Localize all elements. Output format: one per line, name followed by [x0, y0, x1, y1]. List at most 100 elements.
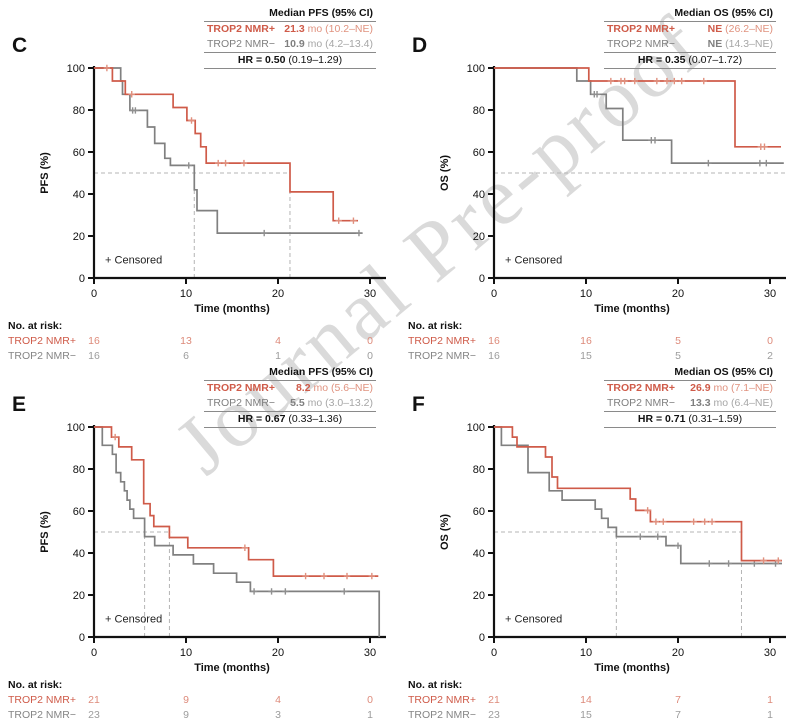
km-plot-d: 0 20 40 60 80 100 0 10 20 30 Time (months) OS (%) + …: [439, 63, 787, 315]
series-name: TROP2 NMR+: [207, 23, 275, 35]
x-tick-label: 20: [272, 288, 284, 300]
censor-mark-gray: [705, 159, 712, 167]
censor-mark-red: [241, 544, 249, 551]
y-tick-label: 80: [73, 464, 85, 476]
series-median: 13.3 mo (6.4–NE): [690, 397, 773, 409]
km-curve-gray: [94, 67, 363, 234]
axes: [92, 425, 386, 639]
x-tick-label: 20: [272, 647, 284, 659]
at-risk-row-nmr-pos: TROP2 NMR+ 16 16 5 0: [408, 335, 773, 347]
series-name: TROP2 NMR−: [207, 38, 275, 50]
censor-mark-red: [222, 159, 229, 167]
panel-d: D Median OS (95% CI) TROP2 NMR+ NE (26.2…: [400, 0, 800, 362]
censor-mark-red: [302, 572, 309, 580]
series-median: 10.9 mo (4.2–13.4): [284, 38, 373, 50]
censor-mark-gray: [268, 588, 275, 595]
x-axis-label: Time (months): [194, 662, 270, 674]
censor-mark-gray: [132, 107, 139, 114]
censor-mark-red: [700, 77, 707, 85]
x-tick-label: 0: [91, 647, 97, 659]
km-plot-c: 0 20 40 60 80 100 0 10 20 30 Time (months) PFS (%) +…: [39, 63, 386, 315]
at-risk-row-nmr-neg: TROP2 NMR− 16 6 1 0: [8, 350, 373, 362]
y-tick-label: 60: [73, 147, 85, 159]
hazard-ratio: HR = 0.71 (0.31–1.59): [604, 412, 776, 428]
series-median: NE (14.3–NE): [707, 38, 773, 50]
y-axis-label: OS (%): [439, 155, 451, 191]
censor-mark-red: [678, 77, 685, 85]
at-risk-header: No. at risk:: [8, 320, 63, 332]
x-tick-label: 0: [91, 288, 97, 300]
censor-mark-gray: [282, 588, 289, 595]
y-tick-label: 20: [73, 590, 85, 602]
censor-mark-red: [621, 77, 628, 85]
at-risk-header: No. at risk:: [408, 320, 463, 332]
censor-mark-red: [652, 518, 660, 525]
x-axis-label: Time (months): [594, 662, 670, 674]
y-tick-label: 20: [473, 590, 485, 602]
censor-mark-red: [690, 518, 697, 525]
y-tick-label: 60: [473, 506, 485, 518]
hazard-ratio: HR = 0.35 (0.07–1.72): [604, 53, 776, 69]
x-tick-label: 30: [364, 647, 376, 659]
at-risk-row-nmr-neg: TROP2 NMR− 16 15 5 2: [408, 350, 773, 362]
panel-c: C Median PFS (95% CI) TROP2 NMR+ 21.3 mo…: [0, 0, 400, 362]
hazard-ratio: HR = 0.50 (0.19–1.29): [204, 53, 376, 69]
censor-mark-gray: [355, 229, 363, 237]
km-curve-red: [94, 67, 358, 222]
censor-mark-red: [111, 433, 119, 441]
y-tick-label: 40: [473, 548, 485, 560]
panel-letter: C: [12, 34, 28, 57]
legend-title: Median OS (95% CI): [604, 365, 776, 381]
censor-mark-red: [644, 507, 651, 514]
x-tick-label: 10: [580, 647, 592, 659]
km-plot-f: 0 20 40 60 80 100 0 10 20 30 Time (months) OS (%) + …: [439, 422, 786, 674]
censor-mark-red: [128, 91, 135, 98]
panel-e: E Median PFS (95% CI) TROP2 NMR+ 8.2 mo …: [0, 359, 400, 719]
legend-box: Median PFS (95% CI) TROP2 NMR+ 21.3 mo (…: [204, 6, 376, 69]
y-tick-label: 40: [473, 189, 485, 201]
x-axis-label: Time (months): [194, 303, 270, 315]
hazard-ratio: HR = 0.67 (0.33–1.36): [204, 412, 376, 428]
x-tick-label: 10: [180, 288, 192, 300]
censor-mark-red: [671, 77, 678, 85]
at-risk-table: No. at risk: TROP2 NMR+ 16 16 5 0 TROP2 …: [400, 320, 800, 362]
series-name: TROP2 NMR+: [207, 382, 275, 394]
y-tick-label: 100: [67, 63, 85, 75]
y-tick-label: 100: [467, 63, 485, 75]
axes: [92, 66, 386, 280]
censor-mark-red: [350, 217, 357, 224]
censor-mark-red: [188, 117, 195, 124]
y-axis-label: PFS (%): [39, 152, 51, 194]
y-tick-label: 60: [473, 147, 485, 159]
km-curve-red: [94, 426, 379, 577]
y-tick-label: 100: [467, 422, 485, 434]
series-median: NE (26.2–NE): [707, 23, 773, 35]
censor-mark-red: [103, 64, 111, 72]
at-risk-header: No. at risk:: [408, 679, 463, 691]
censor-mark-gray: [654, 533, 661, 540]
censor-mark-red: [607, 77, 615, 85]
legend-row-nmr-neg: TROP2 NMR− 5.5 mo (3.0–13.2): [204, 396, 376, 412]
x-tick-label: 30: [364, 288, 376, 300]
censor-mark-red: [343, 572, 351, 580]
at-risk-row-nmr-pos: TROP2 NMR+ 21 9 4 0: [8, 694, 373, 706]
x-axis-label: Time (months): [594, 303, 670, 315]
censor-mark-gray: [706, 560, 713, 567]
at-risk-row-nmr-pos: TROP2 NMR+ 16 13 4 0: [8, 335, 373, 347]
series-name: TROP2 NMR−: [207, 397, 275, 409]
censor-mark-red: [760, 557, 767, 564]
legend-row-nmr-pos: TROP2 NMR+ 21.3 mo (10.2–NE): [204, 22, 376, 37]
y-tick-label: 40: [73, 548, 85, 560]
km-curve-red: [494, 426, 782, 562]
legend-row-nmr-pos: TROP2 NMR+ 26.9 mo (7.1–NE): [604, 381, 776, 396]
x-tick-label: 10: [180, 647, 192, 659]
y-tick-label: 20: [473, 231, 485, 243]
panel-letter: D: [412, 34, 428, 57]
censor-mark-red: [708, 518, 716, 525]
x-tick-label: 0: [491, 288, 497, 300]
at-risk-row-nmr-neg: TROP2 NMR− 23 15 7 1: [408, 709, 773, 719]
series-name: TROP2 NMR−: [607, 38, 675, 50]
y-tick-label: 20: [73, 231, 85, 243]
series-median: 21.3 mo (10.2–NE): [284, 23, 373, 35]
censored-key: + Censored: [505, 254, 562, 266]
